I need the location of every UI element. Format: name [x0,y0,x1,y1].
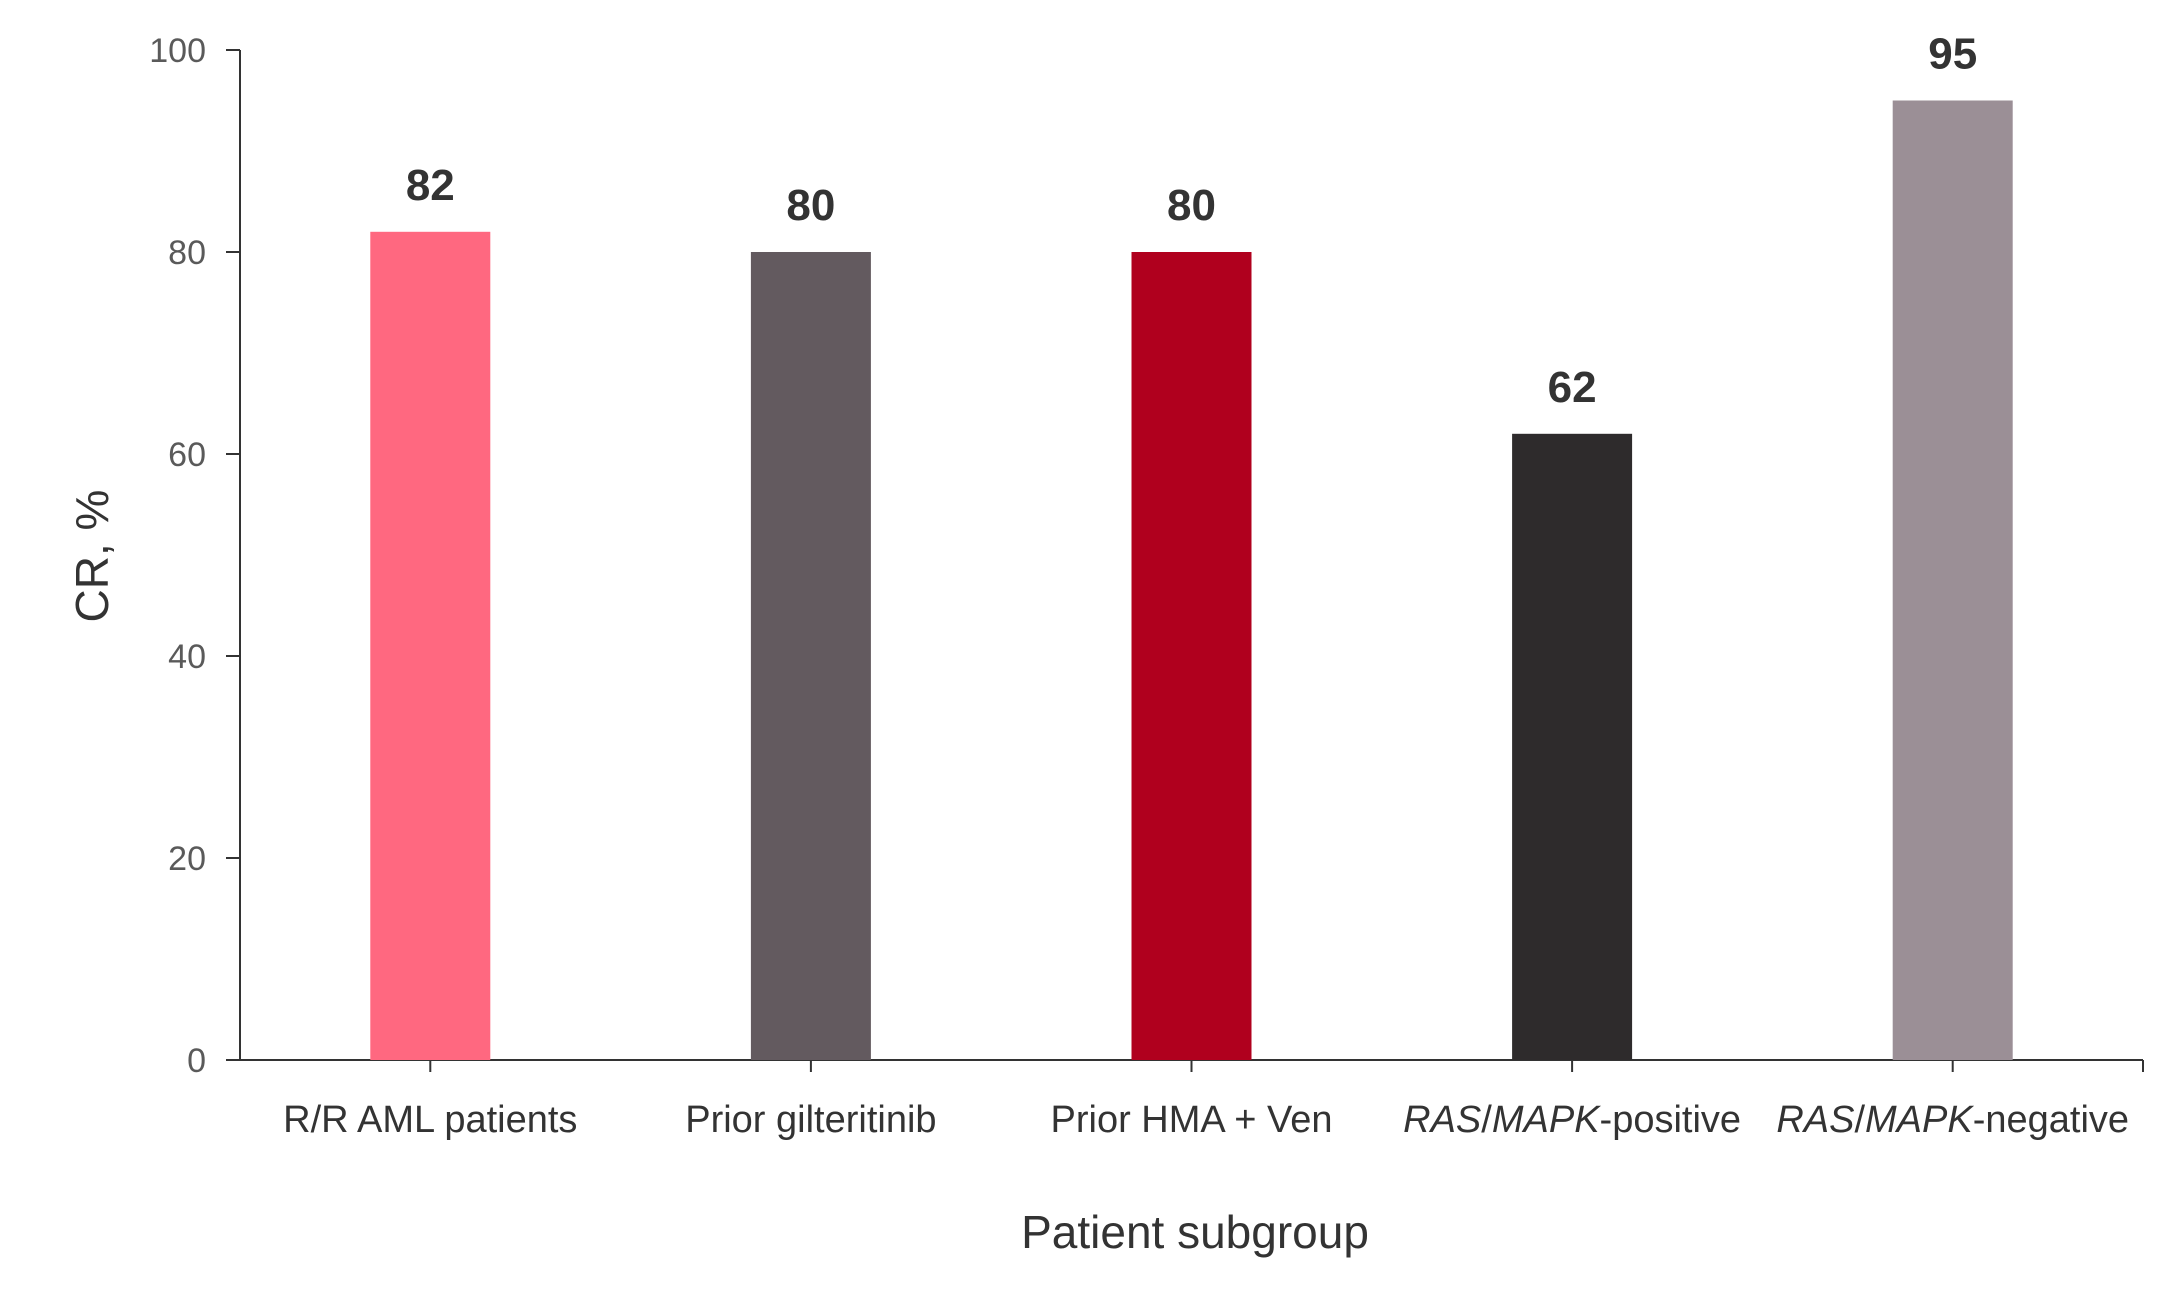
bar [1892,100,2013,1060]
bar [750,252,871,1060]
y-tick-label: 20 [168,840,206,878]
x-category-label: Prior gilteritinib [685,1099,936,1141]
bar [1131,252,1252,1060]
x-axis [240,1059,2144,1072]
x-category-label: RAS/MAPK-negative [1776,1099,2129,1141]
y-tick-label: 60 [168,436,206,474]
bars-group [370,100,2013,1061]
category-labels-group: R/R AML patients Prior gilteritinib Prior … [283,1099,2129,1141]
x-category-label: Prior HMA + Ven [1051,1099,1333,1141]
value-labels-group: 82 80 80 62 95 [406,30,1977,412]
x-category-label: RAS/MAPK-positive [1403,1099,1741,1141]
x-axis-title: Patient subgroup [1021,1206,1369,1258]
bar-value-label: 62 [1548,363,1597,412]
bar [370,231,491,1061]
bar-value-label: 95 [1928,30,1977,79]
x-category-label: R/R AML patients [283,1099,577,1141]
bar-value-label: 80 [786,181,835,230]
y-axis-title: CR, % [66,490,118,623]
bar-value-label: 82 [406,161,455,210]
y-tick-label: 0 [187,1042,206,1080]
y-tick-label: 100 [149,32,206,70]
y-tick-label: 40 [168,638,206,676]
y-axis: 0 20 40 60 80 100 [149,32,241,1080]
bar [1512,433,1633,1060]
y-tick-label: 80 [168,234,206,272]
bar-value-label: 80 [1167,181,1216,230]
